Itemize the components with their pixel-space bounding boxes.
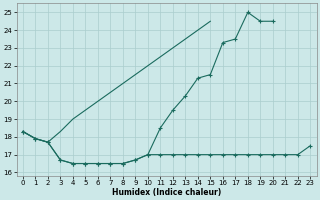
X-axis label: Humidex (Indice chaleur): Humidex (Indice chaleur) (112, 188, 221, 197)
